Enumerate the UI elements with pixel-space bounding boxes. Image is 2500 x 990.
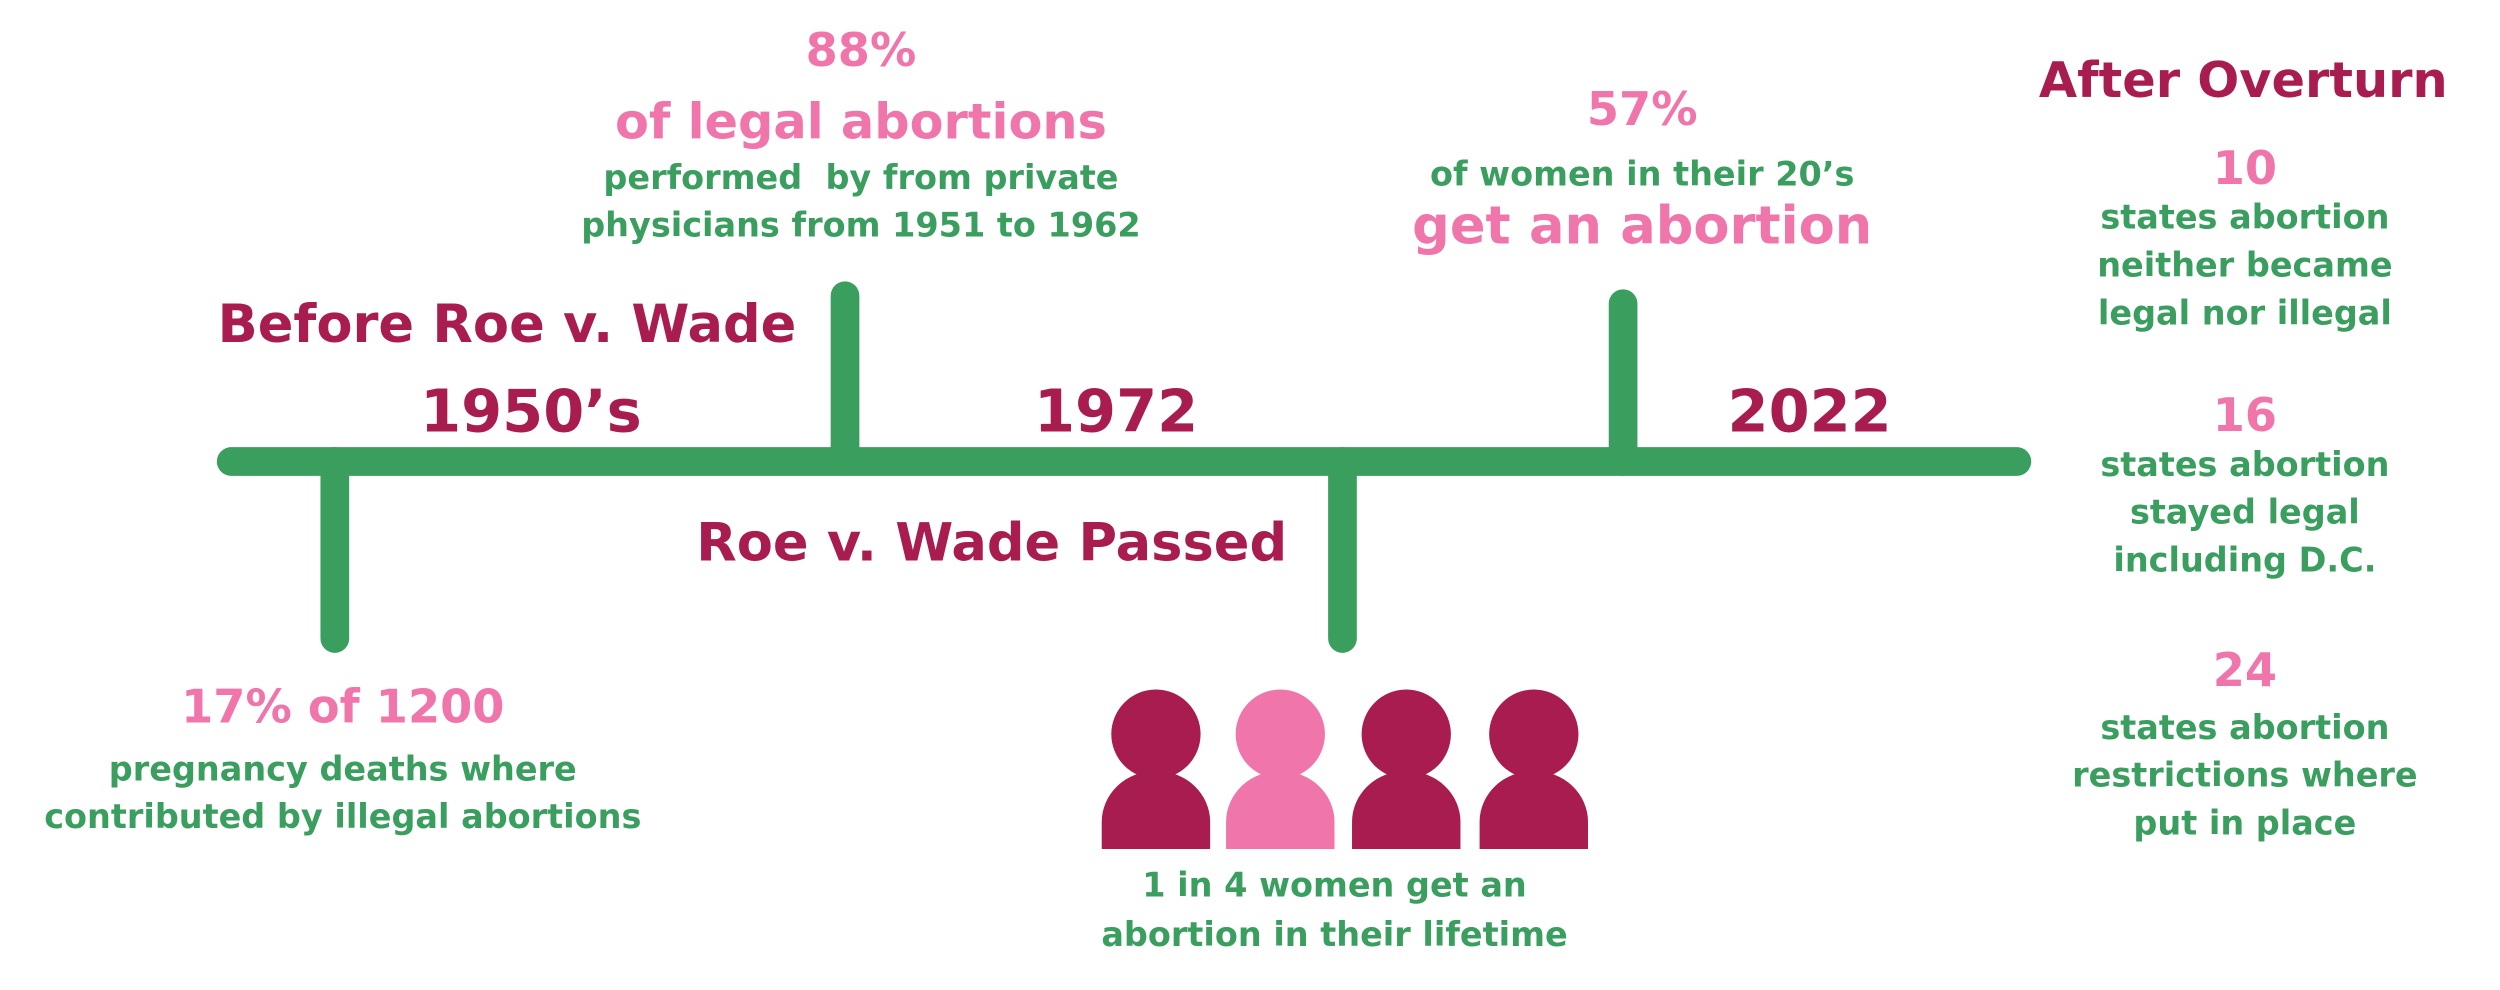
callout-highlight: 88% [806, 23, 917, 77]
callout-highlight: 17% of 1200 [181, 680, 504, 734]
after-text: stayed legal [2130, 493, 2360, 532]
callout-text: pregnancy deaths where [109, 749, 577, 788]
after-number: 24 [2213, 643, 2277, 697]
callout-highlight: 57% [1587, 82, 1698, 136]
callout-highlight: of legal abortions [615, 93, 1107, 151]
after-text: states abortion [2100, 445, 2389, 484]
after-text: states abortion [2100, 708, 2389, 747]
person-icon [1352, 689, 1461, 849]
after-number: 16 [2213, 388, 2277, 442]
timeline-axis [216, 281, 2032, 653]
callout-text: contributed by illegal abortions [44, 797, 641, 836]
after-text: including D.C. [2113, 540, 2376, 579]
after-text: states abortion [2100, 198, 2389, 237]
after-text: restrictions where [2072, 756, 2417, 795]
callout-text: abortion in their lifetime [1101, 915, 1567, 954]
callout-highlight: get an abortion [1412, 195, 1872, 256]
callout-text: of women in their 20’s [1430, 155, 1855, 194]
era-label: 2022 [1728, 376, 1892, 445]
person-icon [1101, 689, 1211, 849]
era-label: 1950’s [420, 376, 642, 445]
heading: Before Roe v. Wade [218, 294, 797, 355]
after-text: put in place [2133, 804, 2356, 843]
after-text: legal nor illegal [2098, 293, 2392, 332]
after-number: 10 [2213, 141, 2277, 195]
callout-text: 1 in 4 women get an [1142, 866, 1527, 905]
callout-text: performed by from private [603, 158, 1118, 197]
heading: Roe v. Wade Passed [696, 513, 1287, 574]
after-text: neither became [2097, 246, 2392, 285]
person-icon [1226, 689, 1335, 849]
era-label: 1972 [1034, 376, 1198, 445]
after-title: After Overturn [2039, 51, 2448, 109]
callout-text: physicians from 1951 to 1962 [581, 206, 1140, 245]
people-icons [1101, 689, 1589, 849]
person-icon [1479, 689, 1589, 849]
